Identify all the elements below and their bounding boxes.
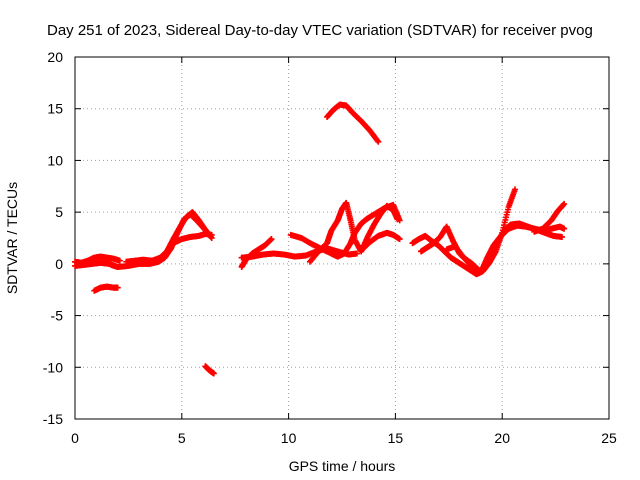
data-point	[374, 137, 381, 144]
data-point	[559, 233, 566, 240]
x-tick-label: 20	[494, 430, 510, 446]
series-pass-6	[170, 230, 215, 247]
y-tick-label: -10	[43, 359, 63, 375]
series-pass-9	[238, 236, 275, 270]
y-tick-label: 20	[47, 49, 63, 65]
series-pass-3	[91, 283, 121, 294]
data-point	[375, 138, 382, 145]
y-tick-label: 0	[55, 256, 63, 272]
series-pass-5	[123, 209, 215, 265]
data-point	[210, 370, 217, 377]
data-series	[72, 101, 568, 377]
y-tick-label: -5	[51, 308, 64, 324]
x-axis-label: GPS time / hours	[289, 458, 396, 474]
y-tick-label: -15	[43, 411, 63, 427]
y-axis: -15 -10 -5 0 5 10 15 20	[43, 49, 609, 427]
grid-lines	[75, 57, 609, 419]
data-point	[114, 284, 121, 291]
x-tick-label: 0	[71, 430, 79, 446]
data-point	[116, 257, 123, 264]
x-tick-label: 25	[601, 430, 617, 446]
y-tick-label: 5	[55, 204, 63, 220]
series-pass-7	[202, 363, 217, 377]
x-tick-label: 15	[388, 430, 404, 446]
y-tick-label: 15	[47, 101, 63, 117]
data-point	[208, 231, 215, 238]
y-axis-label: SDTVAR / TECUs	[4, 182, 20, 294]
series-pass-12	[358, 229, 403, 254]
data-point	[561, 200, 568, 207]
data-point	[394, 216, 401, 223]
data-point	[561, 225, 568, 232]
series-pass-17	[531, 200, 568, 235]
data-point	[396, 236, 403, 243]
data-point	[512, 186, 519, 193]
series-pass-13	[324, 101, 382, 145]
data-point	[268, 236, 275, 243]
x-axis: 0 5 10 15 20 25	[71, 57, 617, 446]
chart-title: Day 251 of 2023, Sidereal Day-to-day VTE…	[47, 22, 593, 39]
x-tick-label: 10	[281, 430, 297, 446]
y-tick-label: 10	[47, 152, 63, 168]
data-point	[353, 250, 360, 257]
plot-frame	[74, 56, 610, 420]
series-pass-16	[443, 222, 568, 276]
x-tick-label: 5	[178, 430, 186, 446]
